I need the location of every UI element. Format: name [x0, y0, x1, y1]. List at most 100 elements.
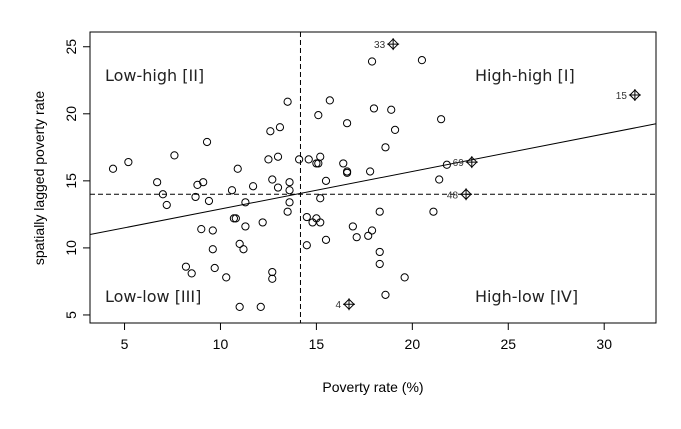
- data-point: [258, 218, 267, 227]
- data-point: [235, 302, 244, 312]
- data-point: [316, 194, 325, 203]
- data-point: [268, 267, 277, 277]
- plus-marker: [387, 38, 400, 51]
- data-point: [342, 119, 352, 128]
- data-point: [162, 200, 171, 210]
- data-point: [314, 111, 323, 120]
- data-point: [158, 190, 168, 199]
- x-tick-label: 25: [500, 336, 516, 352]
- point-label: 4: [335, 300, 341, 311]
- data-point: [227, 186, 237, 195]
- data-point: [312, 214, 321, 223]
- data-point: [375, 247, 384, 257]
- data-point: [302, 212, 311, 222]
- data-point: [285, 198, 294, 207]
- data-point: [352, 233, 361, 242]
- data-point: [153, 178, 162, 187]
- data-point: [191, 192, 200, 202]
- data-point: [435, 175, 444, 184]
- data-point: [339, 159, 348, 168]
- quadrant-label-low-low: Low-low [III]: [105, 287, 201, 306]
- data-point: [283, 207, 292, 216]
- point-label: 33: [374, 40, 386, 51]
- data-point: [285, 178, 294, 187]
- data-point: [316, 152, 325, 161]
- data-point: [241, 222, 250, 231]
- data-point: [285, 186, 294, 195]
- plus-marker: [465, 156, 478, 169]
- data-point: [381, 143, 390, 152]
- data-point: [321, 176, 331, 185]
- data-point: [241, 198, 250, 207]
- data-point: [308, 218, 317, 227]
- data-point: [233, 164, 242, 173]
- data-point: [235, 239, 244, 248]
- y-tick-label: 25: [63, 39, 79, 55]
- data-point: [325, 96, 334, 105]
- data-point: [364, 231, 373, 240]
- data-point: [197, 225, 206, 234]
- data-point: [170, 151, 179, 160]
- y-axis-label: spatially lagged poverty rate: [31, 91, 47, 266]
- data-point: [342, 168, 352, 177]
- data-point: [302, 241, 311, 250]
- data-point: [268, 274, 277, 283]
- data-point: [273, 152, 283, 161]
- x-tick-label: 10: [213, 336, 229, 352]
- x-axis-label: Poverty rate (%): [322, 379, 423, 395]
- plus-marker: [628, 89, 641, 102]
- data-point: [273, 183, 283, 192]
- data-point: [348, 222, 357, 231]
- point-label: 15: [616, 91, 628, 102]
- influential-point: 48: [447, 188, 473, 201]
- data-point: [442, 160, 451, 169]
- data-point: [275, 123, 285, 132]
- data-point: [264, 155, 273, 164]
- influential-point: 33: [374, 38, 400, 51]
- x-tick-label: 5: [121, 336, 129, 352]
- y-tick-label: 15: [63, 173, 79, 189]
- data-point: [266, 127, 275, 136]
- data-point: [268, 175, 277, 184]
- x-tick-label: 20: [405, 336, 421, 352]
- data-point: [390, 125, 400, 134]
- x-tick-label: 15: [309, 336, 325, 352]
- regression-line: [89, 123, 657, 236]
- influential-point: 4: [335, 298, 356, 311]
- data-point: [367, 226, 377, 235]
- data-point: [204, 196, 214, 206]
- data-point: [400, 273, 409, 282]
- data-point: [222, 273, 231, 282]
- data-point: [295, 155, 304, 164]
- data-point: [283, 97, 292, 106]
- data-point: [316, 218, 325, 227]
- data-point: [304, 155, 313, 164]
- data-point: [375, 207, 384, 216]
- data-point: [208, 226, 217, 235]
- data-point: [202, 137, 212, 147]
- data-point: [417, 56, 427, 65]
- data-point: [256, 302, 265, 312]
- data-point: [108, 164, 118, 173]
- data-point: [369, 104, 379, 113]
- quadrant-label-high-high: High-high [I]: [475, 66, 575, 85]
- data-point: [387, 105, 396, 114]
- y-tick-label: 20: [63, 106, 79, 122]
- data-point: [124, 157, 133, 167]
- quadrant-label-high-low: High-low [IV]: [475, 287, 578, 306]
- quadrant-label-low-high: Low-high [II]: [105, 66, 204, 85]
- data-point: [381, 290, 390, 299]
- data-point: [248, 182, 258, 191]
- data-point: [437, 115, 446, 124]
- x-tick-label: 30: [596, 336, 612, 352]
- data-point: [231, 214, 240, 223]
- data-point: [321, 235, 331, 244]
- data-point: [239, 245, 248, 254]
- y-tick-label: 10: [63, 240, 79, 256]
- data-point: [210, 263, 219, 273]
- data-point: [375, 259, 384, 269]
- point-label: 48: [447, 190, 459, 201]
- data-point: [429, 207, 438, 216]
- data-point: [187, 269, 196, 278]
